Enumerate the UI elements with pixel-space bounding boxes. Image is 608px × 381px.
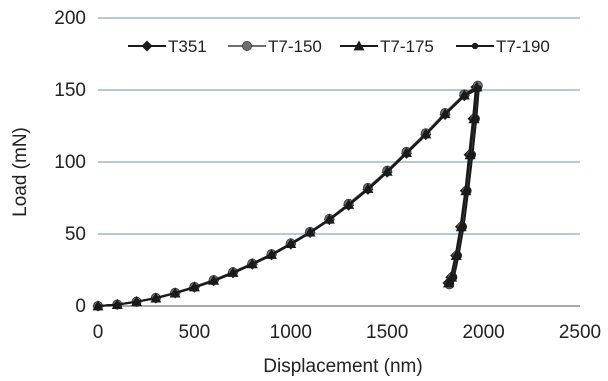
- data-point-T7-190-22: [469, 151, 476, 158]
- y-axis-label: Load (mN): [10, 127, 31, 217]
- series-T7-190: [94, 85, 482, 310]
- data-point-T7-190-11: [306, 229, 314, 237]
- series-line-T7-175: [97, 85, 479, 307]
- data-point-T7-190-17: [422, 131, 429, 139]
- series-line-T7-150: [97, 83, 479, 307]
- data-point-T7-190-10: [287, 241, 294, 248]
- x-axis-label: Displacement (nm): [263, 356, 422, 377]
- series-group: [92, 80, 483, 312]
- data-point-T7-190-13: [345, 202, 352, 209]
- legend-item-T351: T351: [128, 37, 207, 56]
- data-point-T7-190-25: [455, 252, 462, 259]
- data-point-T7-190-1: [114, 301, 121, 308]
- legend-marker-T7-175: [353, 40, 365, 51]
- data-point-T7-190-23: [464, 187, 472, 194]
- data-point-T7-190-27: [447, 279, 455, 287]
- series-line-T351: [97, 84, 478, 307]
- data-point-T7-190-9: [268, 251, 275, 259]
- legend-item-T7-175: T7-175: [340, 37, 434, 56]
- y-tick-label-150: 150: [54, 80, 86, 101]
- legend-marker-T7-190: [471, 42, 479, 50]
- x-tick-label-1500: 1500: [366, 322, 408, 343]
- data-point-T7-190-12: [326, 216, 333, 224]
- x-tick-label-500: 500: [179, 322, 211, 343]
- legend-marker-T7-150: [241, 41, 252, 52]
- x-tick-label-1000: 1000: [270, 322, 312, 343]
- data-point-T7-190-24: [460, 223, 467, 230]
- legend-label-T351: T351: [168, 37, 207, 56]
- data-point-T7-190-14: [364, 186, 372, 193]
- grid-lines: [98, 17, 580, 235]
- data-point-T7-190-21: [473, 115, 480, 123]
- data-point-T7-190-6: [210, 277, 217, 285]
- data-point-T7-190-19: [461, 92, 468, 100]
- series-T7-175: [92, 81, 483, 311]
- data-point-T7-190-8: [249, 261, 256, 268]
- legend-item-T7-150: T7-150: [228, 37, 322, 56]
- data-point-T7-190-15: [384, 169, 391, 176]
- legend-item-T7-190: T7-190: [456, 37, 550, 56]
- y-tick-label-100: 100: [54, 152, 86, 173]
- legend-label-T7-150: T7-150: [268, 37, 322, 56]
- x-tick-label-2500: 2500: [559, 322, 601, 343]
- data-point-T7-190-5: [191, 284, 198, 291]
- legend-label-T7-190: T7-190: [496, 37, 550, 56]
- legend-marker-T351: [141, 40, 153, 52]
- data-point-T7-190-20: [475, 85, 482, 92]
- data-point-T7-190-16: [403, 150, 410, 157]
- data-point-T7-190-7: [229, 269, 237, 277]
- data-point-T7-190-0: [94, 302, 102, 310]
- y-tick-label-200: 200: [54, 8, 86, 29]
- x-tick-label-0: 0: [93, 322, 104, 343]
- legend-label-T7-175: T7-175: [380, 37, 434, 56]
- series-T351: [92, 81, 482, 312]
- data-point-T7-190-4: [171, 290, 179, 297]
- y-tick-label-50: 50: [65, 224, 86, 245]
- data-point-T7-190-26: [450, 274, 458, 281]
- data-point-T7-190-18: [441, 111, 449, 118]
- series-line-T7-190: [97, 86, 480, 307]
- y-tick-label-0: 0: [75, 296, 86, 317]
- x-tick-label-2000: 2000: [462, 322, 504, 343]
- series-T7-150: [93, 80, 483, 311]
- legend: T351 T7-150 T7-175 T7-190: [128, 37, 550, 56]
- data-point-T7-190-3: [152, 295, 160, 302]
- data-point-T7-190-2: [133, 298, 140, 306]
